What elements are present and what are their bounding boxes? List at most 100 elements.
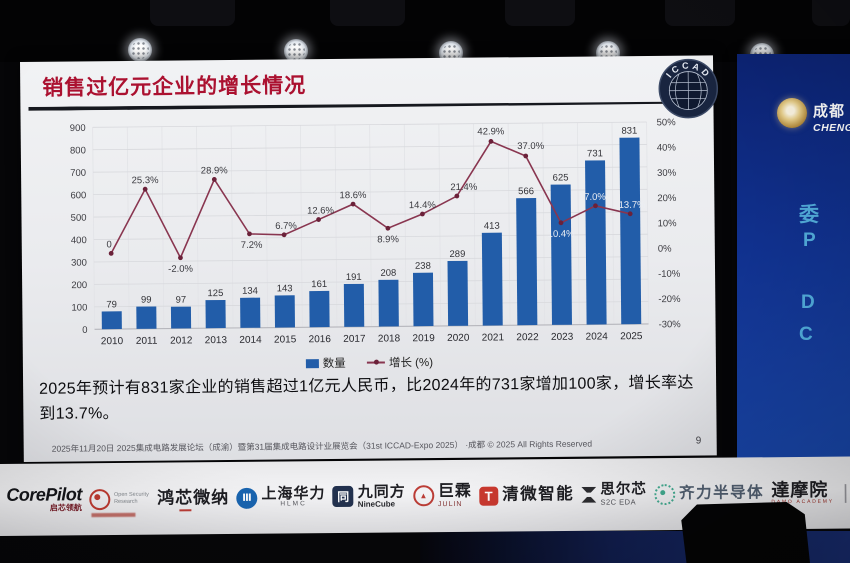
svg-text:208: 208 — [380, 268, 396, 279]
svg-text:13.7%: 13.7% — [619, 200, 647, 211]
svg-text:238: 238 — [415, 261, 431, 272]
svg-text:2021: 2021 — [482, 332, 505, 343]
sponsor-hlmc: Ⅲ 上海华力 HLMC — [236, 484, 326, 509]
svg-text:8.9%: 8.9% — [377, 234, 399, 245]
sponsor-qili: 齐力半导体 — [654, 483, 764, 505]
svg-text:99: 99 — [141, 295, 152, 306]
svg-text:413: 413 — [484, 221, 500, 232]
svg-text:2018: 2018 — [378, 333, 401, 344]
ceiling — [0, 0, 850, 67]
svg-text:566: 566 — [518, 186, 534, 197]
sponsor-label: 清微智能 — [502, 485, 575, 504]
page-number: 9 — [695, 435, 702, 447]
svg-text:625: 625 — [553, 172, 569, 183]
qili-logo-icon — [654, 483, 676, 505]
svg-text:289: 289 — [449, 249, 465, 260]
sponsor-sublabel: NineCube — [357, 499, 396, 509]
svg-text:600: 600 — [70, 190, 86, 201]
svg-text:25.3%: 25.3% — [132, 175, 160, 186]
svg-text:2014: 2014 — [239, 335, 262, 346]
svg-text:12.6%: 12.6% — [307, 205, 335, 216]
svg-text:42.9%: 42.9% — [477, 126, 505, 137]
svg-text:134: 134 — [242, 286, 258, 297]
sponsor-sublabel: 启芯领航 — [49, 503, 82, 513]
banner-separator: | — [842, 481, 849, 504]
svg-text:-10%: -10% — [658, 269, 681, 280]
ceiling-fixture — [150, 0, 235, 26]
svg-text:10.4%: 10.4% — [548, 229, 576, 240]
title-underline — [28, 101, 670, 111]
svg-text:30%: 30% — [657, 168, 677, 179]
legend-item-growth: 增长 (%) — [366, 354, 434, 371]
legend-label: 增长 (%) — [388, 357, 434, 370]
audience-silhouette — [681, 502, 810, 563]
sponsor-s2c: 思尔芯 S2C EDA — [581, 482, 647, 507]
svg-text:300: 300 — [71, 258, 87, 269]
svg-text:14.4%: 14.4% — [409, 200, 437, 211]
svg-text:20%: 20% — [657, 193, 677, 204]
sponsor-osr: Open Security Research — [88, 488, 150, 510]
ninecube-logo-icon: 同 — [332, 486, 354, 508]
svg-text:2010: 2010 — [101, 336, 124, 347]
svg-text:7.2%: 7.2% — [241, 240, 263, 251]
partial-glyph: P — [803, 230, 816, 251]
svg-text:79: 79 — [106, 299, 117, 310]
svg-text:200: 200 — [71, 280, 87, 291]
svg-text:-2.0%: -2.0% — [168, 264, 193, 275]
svg-text:0: 0 — [82, 325, 87, 336]
slide-footer-text: 2025年11月20日 2025集成电路发展论坛（成渝）暨第31届集成电路设计业… — [51, 438, 593, 454]
bar-line-chart-svg: 0 100 200 300 400 500 600 700 800 900 50% 40% 30% 20%… — [70, 117, 682, 347]
svg-text:2024: 2024 — [586, 331, 609, 342]
chengdu-brand-cn: 成都 — [813, 103, 846, 120]
svg-text:400: 400 — [71, 235, 87, 246]
svg-text:731: 731 — [587, 148, 603, 159]
growth-chart: 0 100 200 300 400 500 600 700 800 900 50% 40% 30% 20%… — [47, 112, 697, 364]
svg-text:0%: 0% — [658, 243, 672, 254]
svg-text:2019: 2019 — [412, 333, 435, 344]
svg-text:50%: 50% — [657, 117, 677, 128]
svg-text:37.0%: 37.0% — [517, 141, 545, 152]
chengdu-brand-en: CHENGDU — [813, 122, 850, 134]
svg-text:2023: 2023 — [551, 332, 574, 343]
svg-text:2015: 2015 — [274, 334, 297, 345]
svg-text:831: 831 — [621, 126, 637, 137]
svg-text:125: 125 — [207, 288, 223, 299]
sponsor-julin: ▲ 巨霖 JULIN — [412, 482, 472, 509]
svg-text:-30%: -30% — [659, 319, 682, 330]
svg-text:143: 143 — [277, 283, 293, 294]
line-swatch-icon — [366, 361, 385, 364]
sponsor-sublabel: S2C EDA — [600, 497, 637, 507]
sponsor-qingwei: T 清微智能 — [479, 485, 575, 506]
sponsor-sublabel: JULIN — [437, 500, 463, 508]
stage-light-icon — [284, 39, 308, 63]
svg-text:2013: 2013 — [205, 335, 228, 346]
qingwei-logo-icon: T — [479, 486, 499, 506]
iccad-logo-icon: ICCAD — [658, 58, 719, 119]
svg-text:2012: 2012 — [170, 335, 193, 346]
hlmc-logo-icon: Ⅲ — [236, 487, 258, 509]
svg-text:900: 900 — [70, 123, 86, 134]
svg-text:-20%: -20% — [658, 294, 681, 305]
sponsor-ninecube: 同九同方 NineCube — [332, 483, 406, 509]
side-screen-panel: 成都 CHENGDU 委P DC — [737, 54, 850, 466]
partial-glyph: D — [801, 292, 815, 313]
bar-swatch-icon — [305, 359, 319, 369]
slide-title: 销售过亿元企业的增长情况 — [42, 74, 307, 100]
s2c-logo-icon — [581, 487, 596, 503]
svg-text:6.7%: 6.7% — [275, 221, 297, 232]
svg-text:2022: 2022 — [516, 332, 539, 343]
sponsor-label: 巨霖 — [437, 482, 472, 501]
svg-text:17.0%: 17.0% — [579, 192, 607, 203]
sponsor-label: CorePilot — [6, 484, 82, 506]
sponsor-label: 上海华力 — [261, 484, 326, 503]
sponsor-hongxin: 鸿芯微纳 — [157, 488, 229, 508]
svg-text:0: 0 — [106, 239, 111, 250]
svg-text:21.4%: 21.4% — [450, 182, 478, 193]
sponsor-label: 九同方 — [357, 483, 406, 501]
svg-text:2025: 2025 — [620, 331, 643, 342]
legend-label: 数量 — [322, 357, 346, 371]
ceiling-fixture — [505, 0, 575, 26]
sponsor-sublabel: HLMC — [280, 500, 307, 508]
slide-body-text: 2025年预计有831家企业的销售超过1亿元人民币，比2024年的731家增加1… — [39, 374, 694, 423]
